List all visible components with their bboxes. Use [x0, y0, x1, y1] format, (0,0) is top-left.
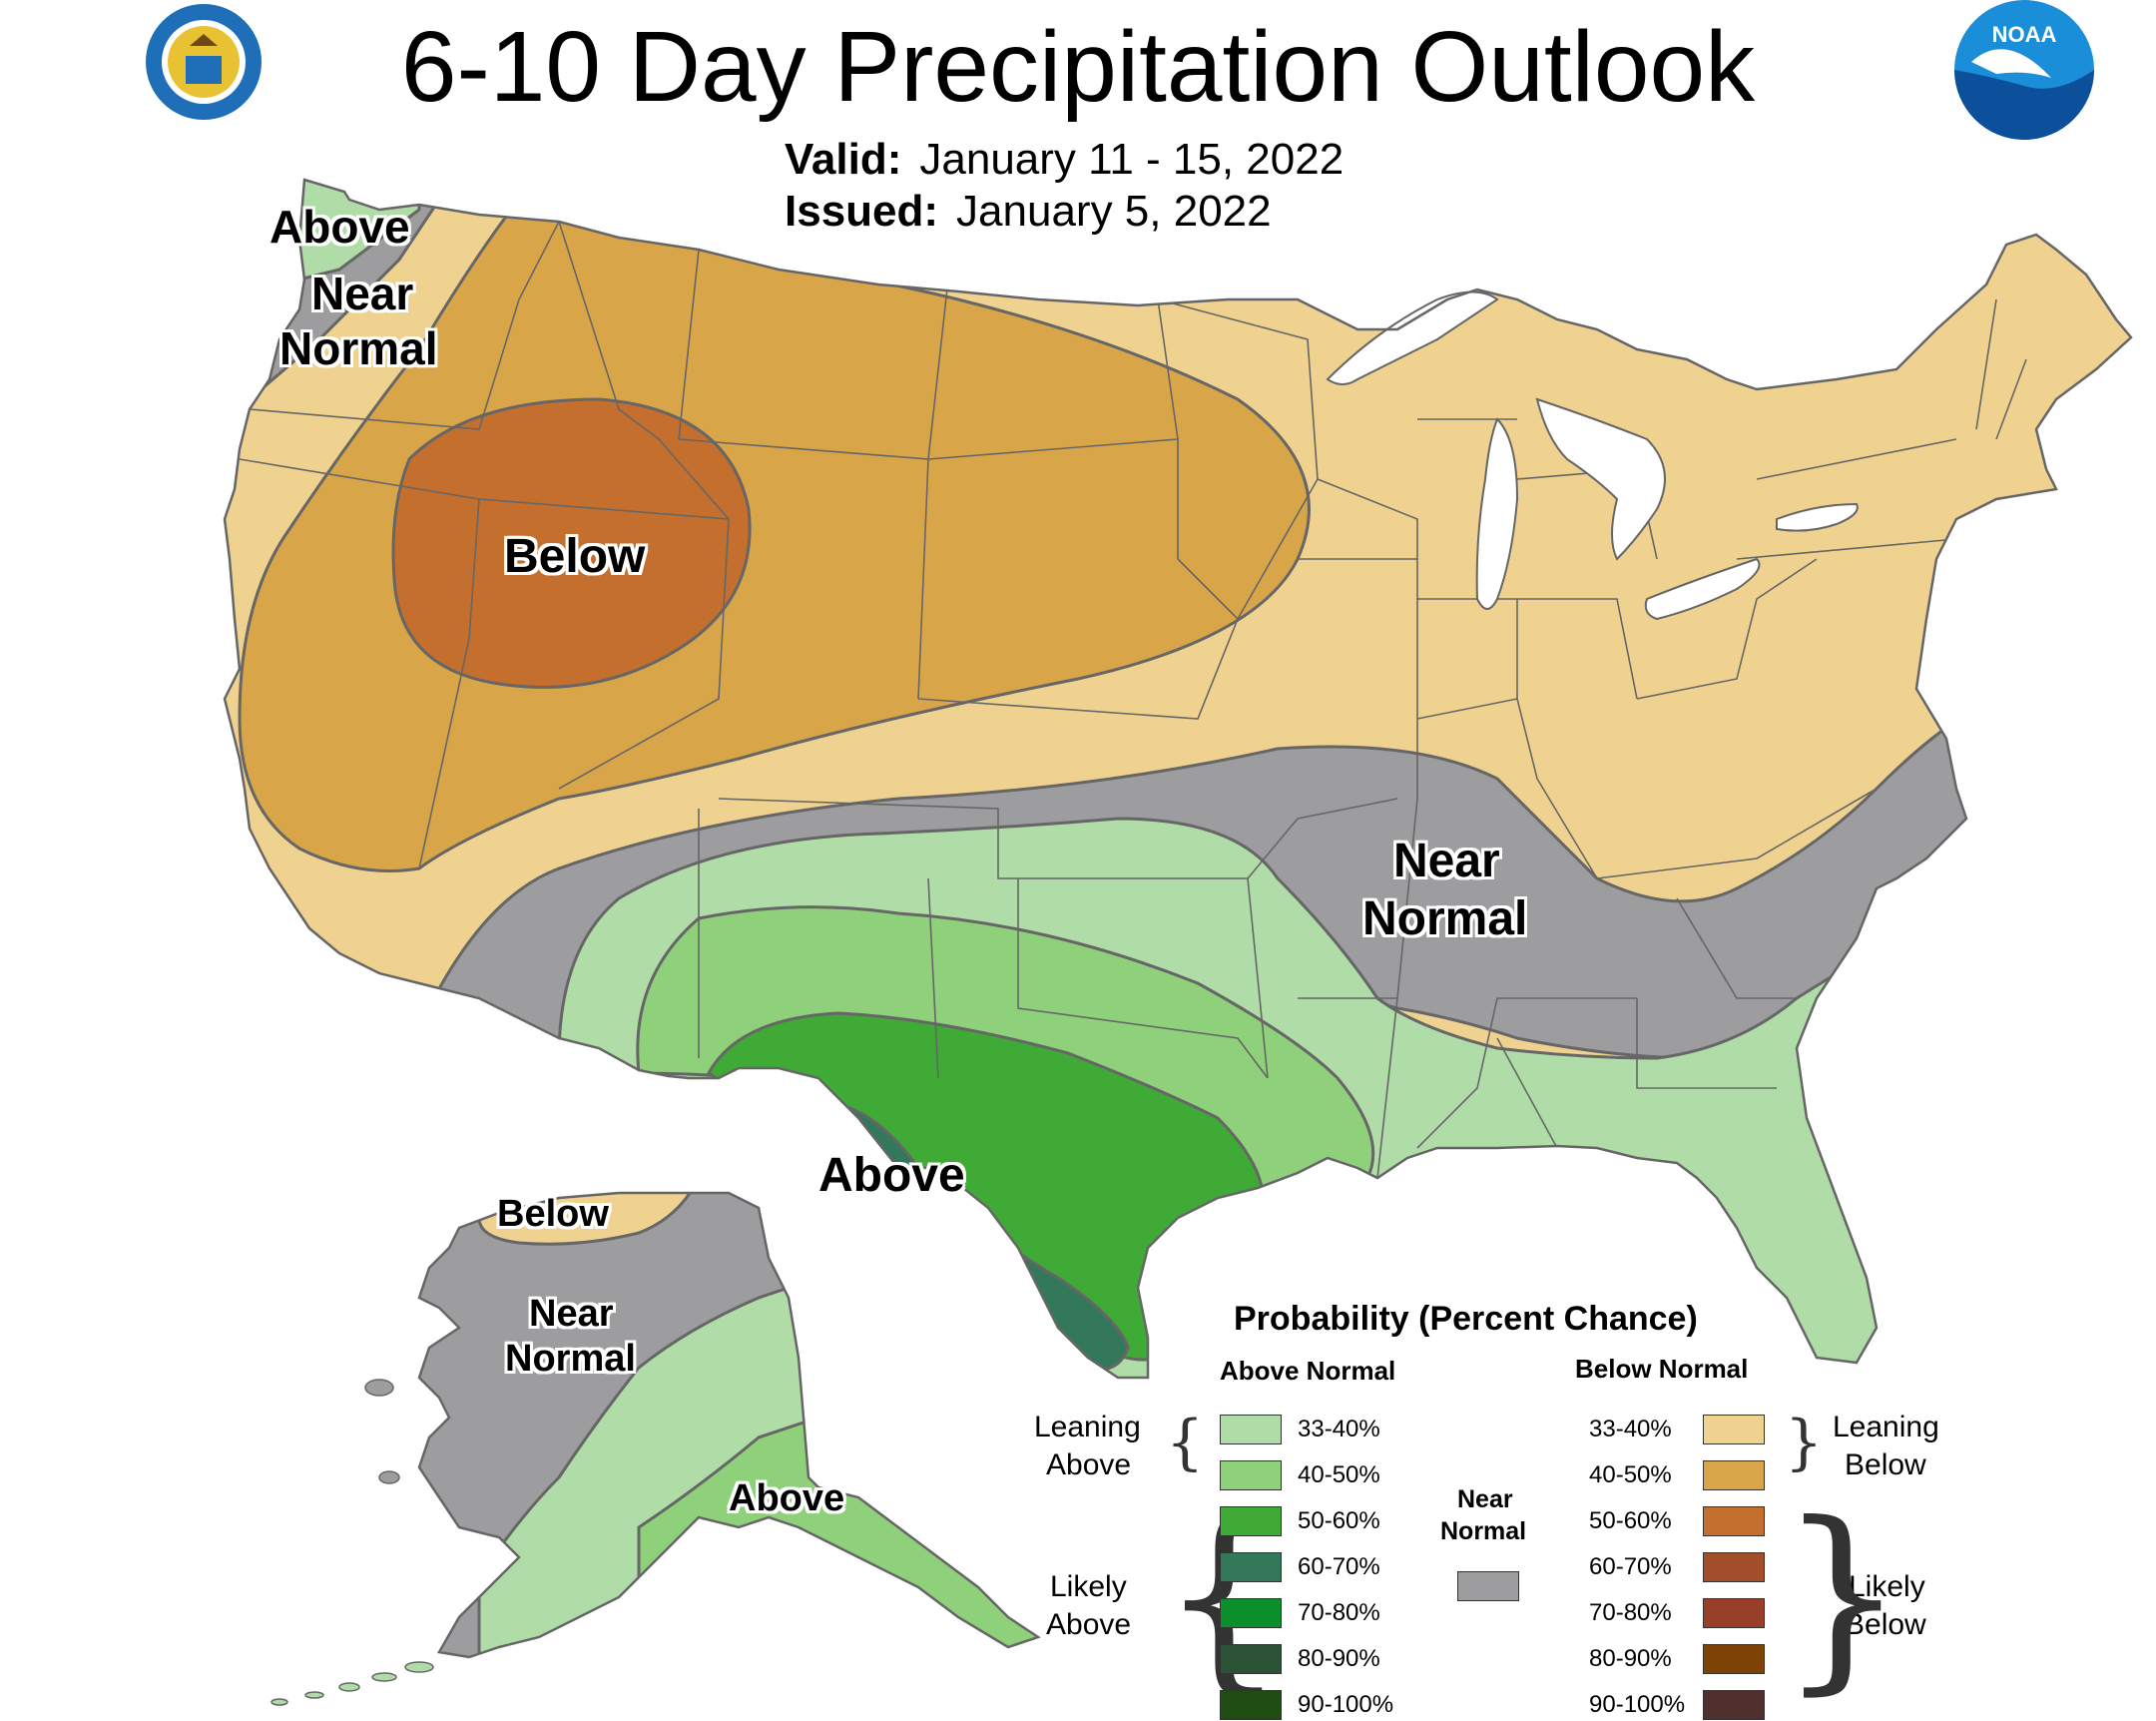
legend-below-swatch-3	[1703, 1552, 1765, 1582]
legend-below-header: Below Normal	[1575, 1354, 1749, 1384]
legend-above-label-4: 70-80%	[1298, 1599, 1380, 1626]
legend-title: Probability (Percent Chance)	[1234, 1300, 1698, 1338]
legend-near-swatch	[1457, 1571, 1519, 1601]
legend-below-label-0: 33-40%	[1589, 1416, 1672, 1442]
legend-above-label-6: 90-100%	[1298, 1691, 1394, 1718]
legend-above-swatch-3	[1220, 1552, 1282, 1582]
region-label-ak-near: Near	[529, 1293, 614, 1335]
legend-near-header-1: Near	[1457, 1485, 1513, 1513]
legend-brace-leaning-below: }	[1785, 1408, 1824, 1477]
legend-brace-leaning-above: {	[1166, 1408, 1205, 1477]
legend-above-label-0: 33-40%	[1298, 1416, 1380, 1442]
conus-outline	[223, 178, 2133, 1380]
legend-above-label-3: 60-70%	[1298, 1553, 1380, 1580]
legend-likely-below-2: Below	[1845, 1608, 1926, 1641]
alaska-map	[270, 1191, 1041, 1706]
region-label-east-near: Near	[1393, 835, 1500, 887]
legend-above-swatch-0	[1220, 1415, 1282, 1444]
issued-label: Issued:	[785, 187, 939, 236]
legend-below-swatch-5	[1703, 1644, 1765, 1674]
west-below-50-60-zone	[391, 397, 752, 689]
legend-above-swatch-2	[1220, 1506, 1282, 1536]
region-label-ak-above: Above	[729, 1477, 845, 1519]
west-below-40-50-zone	[238, 198, 1311, 872]
legend-below-label-2: 50-60%	[1589, 1507, 1672, 1534]
lake-michigan	[1475, 417, 1519, 610]
legend-below-label-6: 90-100%	[1589, 1691, 1686, 1718]
region-label-east-normal: Normal	[1362, 892, 1528, 945]
legend-below-swatch-6	[1703, 1690, 1765, 1720]
alaska-outline	[417, 1191, 1041, 1659]
legend-below-label-4: 70-80%	[1589, 1599, 1672, 1626]
issued-value: January 5, 2022	[956, 187, 1272, 236]
lake-huron	[1535, 397, 1666, 561]
legend-below-swatch-4	[1703, 1598, 1765, 1628]
conus-map	[223, 178, 2133, 1380]
aleutian-islands	[270, 1379, 434, 1706]
region-label-nw-near: Near	[311, 268, 414, 319]
page-title: 6-10 Day Precipitation Outlook	[400, 11, 1756, 123]
region-label-nw-above: Above	[270, 201, 410, 253]
region-label-west-below: Below	[504, 530, 646, 583]
legend-below-swatch-2	[1703, 1506, 1765, 1536]
legend-above-label-1: 40-50%	[1298, 1461, 1380, 1488]
legend-leaning-above-1: Leaning	[1034, 1411, 1141, 1443]
legend-likely-below-1: Likely	[1849, 1570, 1925, 1603]
legend-leaning-below-2: Below	[1845, 1448, 1926, 1481]
legend-below-swatch-1	[1703, 1460, 1765, 1490]
legend-above-label-5: 80-90%	[1298, 1645, 1380, 1672]
noaa-logo-icon	[1954, 0, 2094, 140]
lake-superior	[1326, 290, 1499, 385]
great-lakes	[1326, 290, 1859, 621]
valid-value: January 11 - 15, 2022	[919, 135, 1345, 184]
lake-erie	[1644, 557, 1761, 621]
legend-below-label-5: 80-90%	[1589, 1645, 1672, 1672]
legend-leaning-above-2: Above	[1046, 1448, 1132, 1481]
region-label-south-above: Above	[818, 1149, 965, 1202]
region-label-ak-normal: Normal	[505, 1338, 636, 1380]
legend-above-label-2: 50-60%	[1298, 1507, 1380, 1534]
legend-brace-likely-below: }	[1779, 1480, 1906, 1713]
valid-line: Valid: January 11 - 15, 2022	[785, 135, 1344, 185]
legend-above-header: Above Normal	[1220, 1356, 1396, 1386]
region-label-nw-normal: Normal	[279, 322, 438, 374]
legend-below-label-1: 40-50%	[1589, 1461, 1672, 1488]
issued-line: Issued: January 5, 2022	[785, 187, 1272, 237]
valid-label: Valid:	[785, 135, 902, 184]
legend-below-swatch-0	[1703, 1415, 1765, 1444]
lake-ontario	[1776, 502, 1859, 532]
noaa-logo-text: NOAA	[1991, 22, 2057, 47]
legend-above-swatch-6	[1220, 1690, 1282, 1720]
legend-likely-above-2: Above	[1046, 1608, 1132, 1641]
legend-leaning-below-1: Leaning	[1833, 1411, 1939, 1443]
legend-above-swatch-1	[1220, 1460, 1282, 1490]
legend-near-header-2: Normal	[1440, 1517, 1527, 1545]
legend-above-swatch-4	[1220, 1598, 1282, 1628]
region-label-ak-below: Below	[497, 1193, 609, 1235]
legend-below-label-3: 60-70%	[1589, 1553, 1672, 1580]
doc-seal-icon	[146, 4, 262, 120]
legend-likely-above-1: Likely	[1050, 1570, 1127, 1603]
legend-above-swatch-5	[1220, 1644, 1282, 1674]
